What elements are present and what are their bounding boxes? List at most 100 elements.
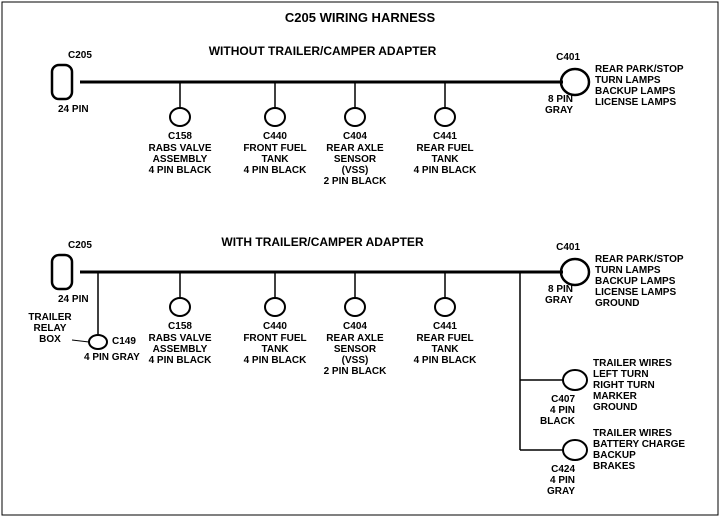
label: BRAKES	[593, 461, 636, 472]
tap-id: C440	[263, 131, 287, 142]
left-connector	[52, 65, 72, 99]
tap-notes: REAR AXLESENSOR(VSS)2 PIN BLACK	[324, 333, 388, 377]
label: TANK	[261, 344, 289, 355]
label: BACKUP LAMPS	[595, 276, 676, 287]
left-connector-id: C205	[68, 240, 92, 251]
label: RELAY	[34, 323, 67, 334]
tap-notes: REAR FUELTANK4 PIN BLACK	[414, 333, 478, 366]
label: ASSEMBLY	[153, 154, 208, 165]
label: GROUND	[595, 298, 639, 309]
right-connector-color: GRAY	[545, 295, 573, 306]
label: 4 PIN BLACK	[414, 355, 478, 366]
tap-notes: FRONT FUELTANK4 PIN BLACK	[243, 143, 307, 176]
aux-left-leader	[72, 340, 89, 342]
label: REAR AXLE	[326, 143, 384, 154]
label: REAR FUEL	[416, 143, 473, 154]
label: BOX	[39, 334, 61, 345]
aux-right-id: C407	[551, 394, 575, 405]
tap-id: C158	[168, 321, 192, 332]
label: (VSS)	[342, 165, 369, 176]
aux-right-connector	[563, 370, 587, 390]
tap-connector	[170, 298, 190, 316]
label: LICENSE LAMPS	[595, 287, 676, 298]
label: TURN LAMPS	[595, 265, 661, 276]
section-subtitle: WITHOUT TRAILER/CAMPER ADAPTER	[209, 44, 437, 58]
left-connector-pins: 24 PIN	[58, 104, 89, 115]
aux-left-connector	[89, 335, 107, 349]
tap-notes: REAR AXLESENSOR(VSS)2 PIN BLACK	[324, 143, 388, 187]
label: TRAILER	[28, 312, 72, 323]
label: ASSEMBLY	[153, 344, 208, 355]
left-connector	[52, 255, 72, 289]
tap-notes: RABS VALVEASSEMBLY4 PIN BLACK	[149, 143, 213, 176]
label: RABS VALVE	[149, 333, 212, 344]
label: TANK	[431, 154, 459, 165]
label: TRAILER WIRES	[593, 428, 672, 439]
aux-left-pins: 4 PIN GRAY	[84, 352, 140, 363]
label: BATTERY CHARGE	[593, 439, 685, 450]
label: 2 PIN BLACK	[324, 366, 388, 377]
tap-id: C440	[263, 321, 287, 332]
label: TRAILER WIRES	[593, 358, 672, 369]
label: FRONT FUEL	[243, 333, 306, 344]
aux-right-id: C424	[551, 464, 575, 475]
wiring-diagram: C205 WIRING HARNESS WITHOUT TRAILER/CAMPE…	[0, 0, 720, 517]
tap-notes: RABS VALVEASSEMBLY4 PIN BLACK	[149, 333, 213, 366]
aux-right-connector	[563, 440, 587, 460]
label: (VSS)	[342, 355, 369, 366]
label: 4 PIN BLACK	[244, 355, 308, 366]
section-subtitle: WITH TRAILER/CAMPER ADAPTER	[221, 235, 424, 249]
right-connector-id: C401	[556, 52, 580, 63]
aux-left-box: TRAILERRELAYBOX	[28, 312, 72, 345]
tap-notes: REAR FUELTANK4 PIN BLACK	[414, 143, 478, 176]
label: BACKUP	[593, 450, 636, 461]
label: 4 PIN BLACK	[244, 165, 308, 176]
tap-id: C441	[433, 321, 457, 332]
label: 4 PIN BLACK	[149, 355, 213, 366]
aux-right-notes: TRAILER WIRESBATTERY CHARGEBACKUPBRAKES	[593, 428, 685, 472]
label: 4 PIN BLACK	[149, 165, 213, 176]
label: FRONT FUEL	[243, 143, 306, 154]
right-connector-pins: 8 PIN	[548, 94, 573, 105]
label: BACKUP LAMPS	[595, 86, 676, 97]
right-connector-color: GRAY	[545, 105, 573, 116]
right-connector	[561, 69, 589, 95]
tap-connector	[435, 298, 455, 316]
aux-right-color: GRAY	[547, 486, 575, 497]
aux-left-id: C149	[112, 336, 136, 347]
tap-id: C441	[433, 131, 457, 142]
right-connector-pins: 8 PIN	[548, 284, 573, 295]
label: SENSOR	[334, 344, 377, 355]
label: 4 PIN BLACK	[414, 165, 478, 176]
left-connector-pins: 24 PIN	[58, 294, 89, 305]
tap-connector	[345, 298, 365, 316]
label: MARKER	[593, 391, 638, 402]
label: 2 PIN BLACK	[324, 176, 388, 187]
label: LICENSE LAMPS	[595, 97, 676, 108]
label: SENSOR	[334, 154, 377, 165]
tap-id: C404	[343, 131, 367, 142]
right-connector-notes: REAR PARK/STOPTURN LAMPSBACKUP LAMPSLICE…	[595, 64, 684, 108]
tap-id: C404	[343, 321, 367, 332]
tap-connector	[345, 108, 365, 126]
aux-right-color: BLACK	[540, 416, 576, 427]
tap-connector	[170, 108, 190, 126]
tap-connector	[435, 108, 455, 126]
label: TANK	[261, 154, 289, 165]
right-connector-notes: REAR PARK/STOPTURN LAMPSBACKUP LAMPSLICE…	[595, 254, 684, 309]
tap-connector	[265, 108, 285, 126]
label: REAR PARK/STOP	[595, 254, 684, 265]
label: TURN LAMPS	[595, 75, 661, 86]
left-connector-id: C205	[68, 50, 92, 61]
label: REAR PARK/STOP	[595, 64, 684, 75]
label: REAR FUEL	[416, 333, 473, 344]
page-title: C205 WIRING HARNESS	[285, 10, 436, 25]
right-connector-id: C401	[556, 242, 580, 253]
label: REAR AXLE	[326, 333, 384, 344]
label: RIGHT TURN	[593, 380, 655, 391]
label: GROUND	[593, 402, 637, 413]
label: LEFT TURN	[593, 369, 649, 380]
aux-right-pins: 4 PIN	[550, 405, 575, 416]
tap-connector	[265, 298, 285, 316]
aux-right-notes: TRAILER WIRESLEFT TURNRIGHT TURNMARKERGR…	[593, 358, 672, 413]
